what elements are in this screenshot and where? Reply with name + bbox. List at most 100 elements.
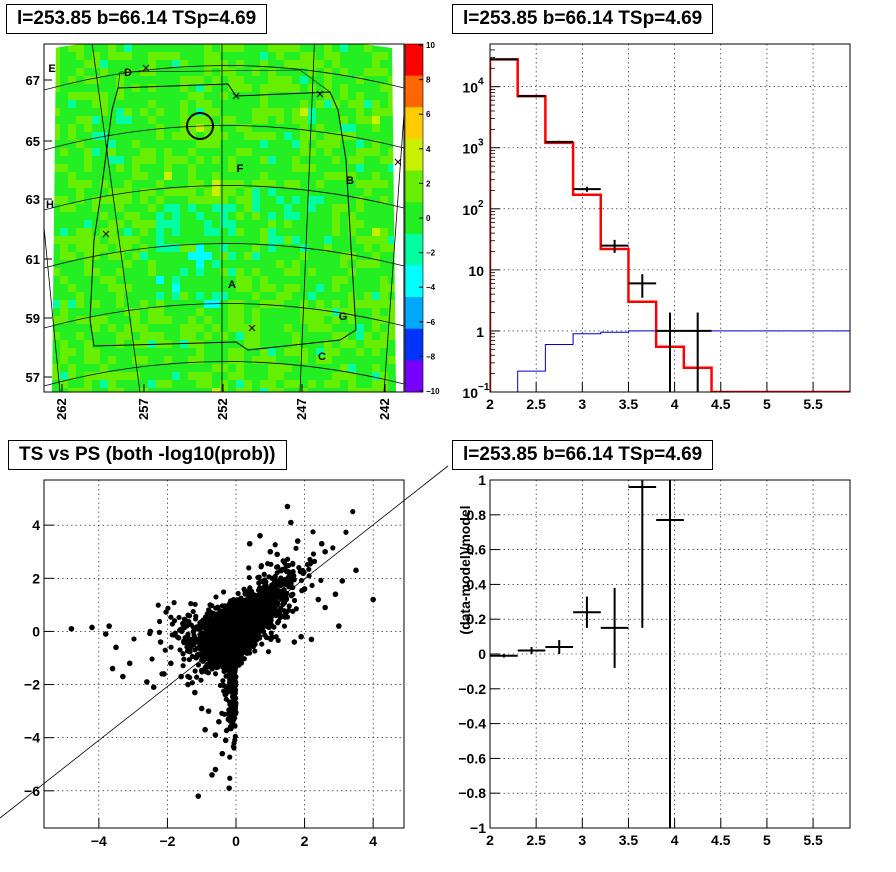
skymap-pixel: [116, 212, 124, 220]
skymap-pixel: [356, 228, 364, 236]
skymap-pixel: [348, 140, 356, 148]
residual-y-tick-label: −0.8: [458, 785, 486, 801]
skymap-pixel: [204, 364, 212, 372]
skymap-pixel: [236, 220, 244, 228]
skymap-pixel: [212, 212, 220, 220]
skymap-pixel: [132, 60, 140, 68]
skymap-pixel: [324, 212, 332, 220]
skymap-pixel: [124, 244, 132, 252]
skymap-pixel: [100, 348, 108, 356]
skymap-pixel: [204, 60, 212, 68]
skymap-pixel: [108, 388, 116, 392]
skymap-pixel: [252, 196, 260, 204]
scatter-point: [259, 608, 265, 614]
scatter-point: [255, 601, 262, 607]
scatter-point: [282, 566, 288, 572]
skymap-pixel: [276, 108, 284, 116]
skymap-pixel: [348, 236, 356, 244]
skymap-pixel: [364, 284, 372, 292]
skymap-pixel: [300, 252, 308, 260]
skymap-pixel: [324, 380, 332, 388]
skymap-pixel: [284, 220, 292, 228]
skymap-pixel: [156, 316, 164, 324]
skymap-pixel: [316, 156, 324, 164]
skymap-pixel: [276, 252, 284, 260]
skymap-pixel: [316, 212, 324, 220]
skymap-pixel: [132, 268, 140, 276]
skymap-pixel: [332, 236, 340, 244]
skymap-pixel: [260, 92, 268, 100]
skymap-pixel: [268, 60, 276, 68]
skymap-pixel: [220, 364, 228, 372]
scatter-outlier-point: [336, 623, 342, 629]
skymap-pixel: [140, 148, 148, 156]
skymap-pixel: [196, 268, 204, 276]
skymap-pixel: [60, 372, 68, 380]
skymap-pixel: [356, 148, 364, 156]
scatter-point: [226, 712, 232, 718]
skymap-pixel: [308, 268, 316, 276]
skymap-pixel: [348, 92, 356, 100]
skymap-pixel: [348, 172, 356, 180]
colorbar-segment: [405, 265, 423, 298]
skymap-pixel: [60, 180, 68, 188]
skymap-pixel: [132, 324, 140, 332]
skymap-pixel: [348, 132, 356, 140]
skymap-pixel: [228, 228, 236, 236]
skymap-pixel: [164, 196, 172, 204]
skymap-pixel: [260, 148, 268, 156]
skymap-pixel: [332, 116, 340, 124]
skymap-pixel: [188, 68, 196, 76]
skymap-pixel: [228, 76, 236, 84]
skymap-pixel: [148, 380, 156, 388]
scatter-point: [248, 628, 254, 634]
skymap-pixel: [380, 236, 388, 244]
skymap-pixel: [260, 284, 268, 292]
skymap-pixel: [132, 308, 140, 316]
skymap-pixel: [204, 84, 212, 92]
skymap-pixel: [364, 124, 372, 132]
skymap-pixel: [380, 60, 388, 68]
scatter-outlier-point: [370, 596, 376, 603]
skymap-pixel: [292, 204, 300, 212]
skymap-pixel: [356, 260, 364, 268]
skymap-pixel: [116, 116, 124, 124]
scatter-point: [250, 610, 256, 616]
skymap-pixel: [196, 244, 204, 252]
skymap-pixel: [364, 236, 372, 244]
spectrum-y-tick-label: 10: [462, 385, 478, 401]
scatter-point: [231, 712, 237, 718]
skymap-pixel: [316, 348, 324, 356]
scatter-point: [248, 597, 255, 603]
skymap-pixel: [348, 284, 356, 292]
skymap-pixel: [108, 84, 116, 92]
skymap-pixel: [308, 300, 316, 308]
skymap-pixel: [284, 212, 292, 220]
skymap-pixel: [324, 76, 332, 84]
skymap-pixel: [140, 284, 148, 292]
skymap-pixel: [284, 76, 292, 84]
skymap-pixel: [140, 76, 148, 84]
skymap-pixel: [388, 292, 396, 300]
scatter-point: [236, 662, 242, 668]
skymap-pixel: [100, 340, 108, 348]
skymap-pixel: [84, 348, 92, 356]
skymap-pixel: [348, 244, 356, 252]
skymap-pixel: [148, 388, 156, 392]
skymap-pixel: [100, 252, 108, 260]
skymap-pixel: [356, 276, 364, 284]
skymap-pixel: [284, 236, 292, 244]
skymap-pixel: [60, 388, 68, 392]
skymap-pixel: [212, 44, 220, 52]
skymap-pixel: [220, 164, 228, 172]
skymap-pixel: [180, 236, 188, 244]
skymap-pixel: [244, 204, 252, 212]
skymap-pixel: [332, 100, 340, 108]
skymap-pixel: [244, 268, 252, 276]
skymap-pixel: [188, 236, 196, 244]
skymap-pixel: [116, 108, 124, 116]
skymap-pixel: [316, 220, 324, 228]
skymap-pixel: [156, 300, 164, 308]
spectrum-x-tick-label: 4: [671, 396, 679, 412]
skymap-pixel: [284, 108, 292, 116]
